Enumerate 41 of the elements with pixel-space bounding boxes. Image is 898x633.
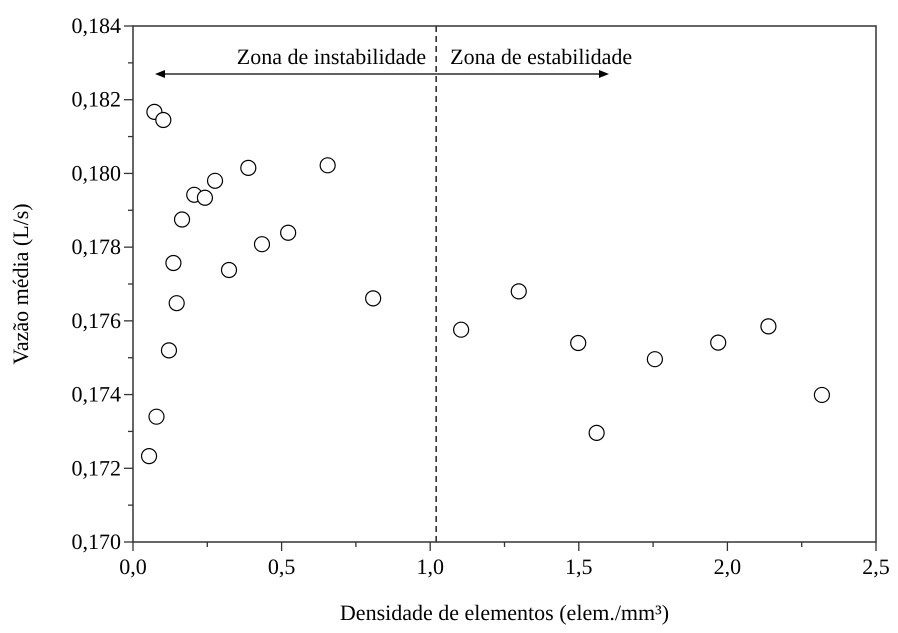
annotation: Zona de instabilidade bbox=[236, 44, 426, 69]
point bbox=[814, 386, 830, 404]
point bbox=[155, 112, 172, 128]
point bbox=[168, 295, 185, 312]
point bbox=[588, 424, 605, 441]
x-tick-label: 2,5 bbox=[862, 554, 890, 579]
point bbox=[140, 448, 158, 464]
y-tick-label: 0,184 bbox=[72, 13, 121, 38]
x-tick-label: 0,5 bbox=[268, 554, 296, 579]
x-tick-label: 0,0 bbox=[119, 554, 147, 579]
point bbox=[710, 334, 726, 351]
point bbox=[280, 224, 296, 241]
y-tick-label: 0,178 bbox=[72, 234, 121, 260]
point bbox=[174, 211, 190, 228]
point bbox=[220, 262, 238, 278]
y-tick-label: 0,180 bbox=[72, 160, 121, 186]
point bbox=[165, 254, 182, 272]
x-tick-label: 1,5 bbox=[565, 554, 593, 579]
y-tick-label: 0,176 bbox=[72, 308, 121, 333]
point bbox=[320, 157, 336, 174]
point bbox=[760, 318, 777, 334]
point bbox=[570, 334, 586, 352]
point bbox=[365, 290, 382, 306]
y-axis-title: Vazão média (L/s) bbox=[8, 203, 33, 365]
x-axis-title: Densidade de elementos (elem./mm³) bbox=[340, 600, 670, 625]
point bbox=[510, 283, 527, 300]
x-tick-label: 2,0 bbox=[714, 554, 742, 579]
point bbox=[254, 236, 270, 252]
y-tick-label: 0,172 bbox=[72, 455, 121, 480]
y-tick-label: 0,182 bbox=[72, 86, 121, 112]
point bbox=[646, 351, 663, 368]
point bbox=[196, 190, 214, 206]
point bbox=[240, 160, 256, 176]
y-tick-label: 0,170 bbox=[72, 529, 121, 554]
y-tick-label: 0,174 bbox=[72, 382, 121, 407]
point bbox=[206, 172, 224, 189]
point bbox=[160, 342, 178, 358]
x-tick-label: 1,0 bbox=[416, 554, 444, 579]
point bbox=[453, 322, 470, 338]
annotation: Zona de estabilidade bbox=[450, 44, 632, 69]
point bbox=[148, 408, 165, 425]
